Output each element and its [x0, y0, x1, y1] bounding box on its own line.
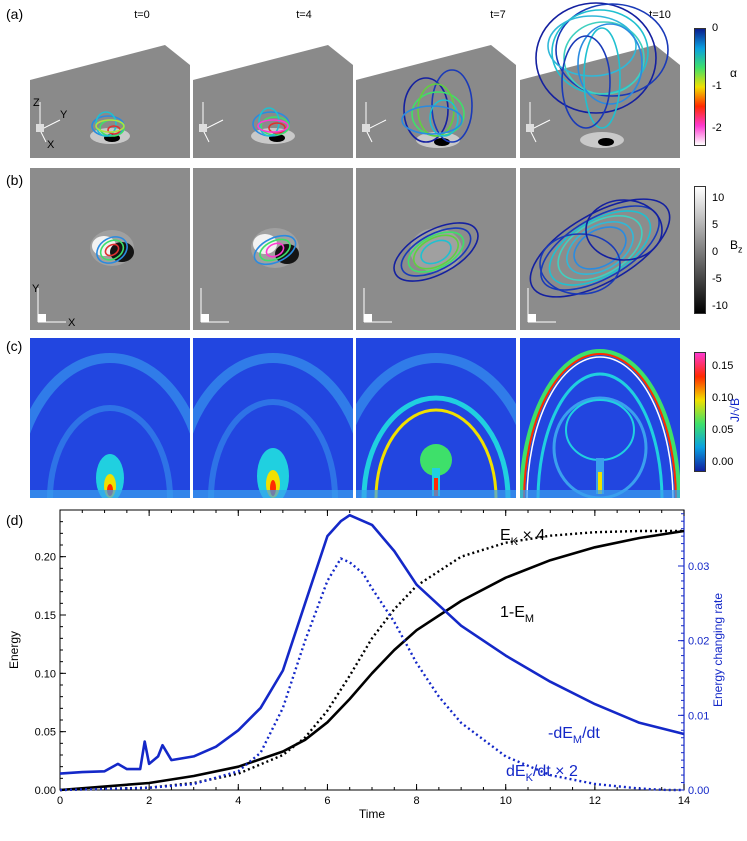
series-line-3	[59, 557, 684, 792]
panel-b-label: (b)	[6, 172, 24, 188]
colorbar-j-tick-1: 0.10	[712, 392, 734, 404]
axis-letter-y: Y	[60, 109, 68, 121]
y-tick-label: 0.10	[35, 668, 56, 680]
x-axis-label: Time	[359, 807, 386, 821]
axis-letter-z: Z	[33, 97, 40, 109]
y-tick-label: 0.15	[35, 610, 56, 622]
y-tick-label: 0.00	[35, 785, 56, 797]
colorbar-j-tick-3: 0.00	[712, 456, 734, 468]
colorbar-j	[694, 352, 706, 472]
colorbar-j-title: J/√B	[728, 398, 742, 422]
colorbar-bz-title: Bz	[730, 238, 743, 255]
colorbar-bz-tick-3: -5	[712, 273, 722, 285]
x-tick-label: 4	[235, 795, 241, 807]
time-label-1: t=4	[296, 9, 312, 21]
panel-c-label: (c)	[6, 338, 23, 354]
colorbar-j-tick-2: 0.05	[712, 424, 734, 436]
colorbar-bz-tick-4: -10	[712, 300, 728, 312]
y2-tick-label: 0.00	[688, 785, 709, 797]
colorbar-bz-tick-1: 5	[712, 219, 719, 231]
panel-b-tile-1: Y X	[30, 168, 190, 330]
colorbar-alpha	[694, 28, 706, 146]
panel-c-tile-1	[30, 338, 190, 498]
colorbar-bz-tick-2: 0	[712, 246, 719, 258]
series-line-0	[59, 529, 684, 792]
panel-a-tile-3	[356, 40, 516, 158]
y2-tick-label: 0.02	[688, 636, 709, 648]
series-line-1	[59, 529, 685, 792]
y-axis-label: Energy	[7, 631, 21, 669]
series-label-0: EK × 4	[500, 527, 545, 548]
colorbar-alpha-tick-0: 0	[712, 22, 719, 34]
panel-c-tile-4	[520, 338, 680, 498]
colorbar-bz	[694, 186, 706, 314]
series-label-3: dEK/dt × 2	[506, 763, 578, 784]
panel-c-tile-2	[193, 338, 353, 498]
y2-tick-label: 0.01	[688, 710, 709, 722]
x-tick-label: 8	[414, 795, 420, 807]
panel-b-tile-2	[193, 168, 353, 330]
panel-d-label: (d)	[6, 512, 24, 528]
plot-frame	[59, 509, 685, 791]
colorbar-alpha-title: α	[730, 66, 737, 80]
x-tick-label: 10	[500, 795, 512, 807]
colorbar-alpha-tick-2: -2	[712, 122, 722, 134]
panel-b-tile-3	[356, 168, 516, 330]
colorbar-j-tick-0: 0.15	[712, 360, 734, 372]
x-tick-label: 6	[324, 795, 330, 807]
series-label-1: 1-EM	[500, 604, 534, 625]
y-tick-label: 0.05	[35, 727, 56, 739]
panel-a-tile-2	[193, 40, 353, 158]
series-label-2: -dEM/dt	[548, 725, 600, 746]
axis-letter-x-b: X	[68, 317, 76, 329]
energy-chart: 0 2 4 6 8 10 12 140.000.050.100.150.200.000.010…	[7, 509, 725, 821]
axis-letter-x: X	[47, 139, 55, 151]
time-label-2: t=7	[490, 9, 506, 21]
panel-a-tile-4	[520, 0, 680, 158]
x-tick-label: 14	[678, 795, 690, 807]
series-line-2	[59, 513, 685, 775]
panel-a-label: (a)	[6, 6, 24, 22]
x-tick-label: 12	[589, 795, 601, 807]
panel-b-tile-4	[520, 168, 680, 330]
axis-letter-y-b: Y	[32, 283, 40, 295]
y-tick-label: 0.20	[35, 552, 56, 564]
y2-tick-label: 0.03	[688, 561, 709, 573]
time-label-0: t=0	[134, 9, 150, 21]
colorbar-bz-tick-0: 10	[712, 192, 725, 204]
x-tick-label: 2	[146, 795, 152, 807]
time-label-3: t=10	[649, 9, 671, 21]
colorbar-alpha-tick-1: -1	[712, 80, 722, 92]
panel-c-tile-3	[356, 338, 516, 498]
panel-a-tile-1: Z Y X	[30, 40, 190, 158]
y2-axis-label: Energy changing rate	[711, 593, 725, 707]
x-tick-label: 0	[57, 795, 63, 807]
